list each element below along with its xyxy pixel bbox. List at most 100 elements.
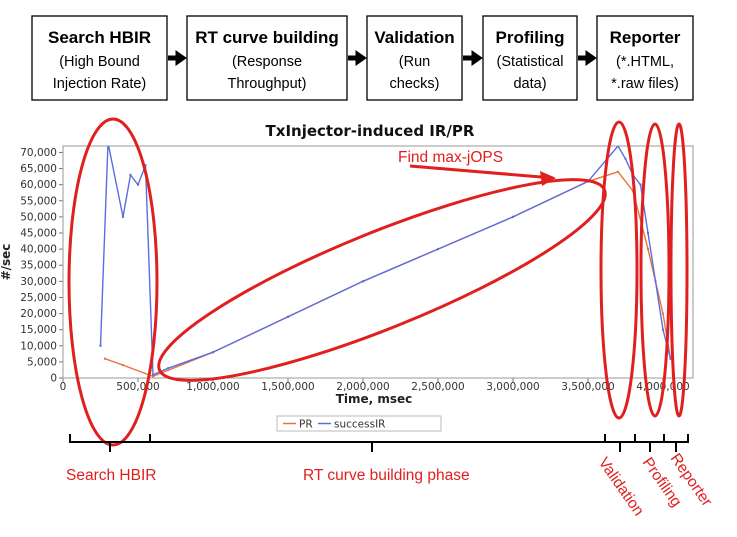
x-tick-label: 3,000,000 [486,381,539,393]
y-tick-label: 55,000 [20,195,57,207]
data-point [654,280,657,283]
series-line-successir [99,146,672,376]
search-hbir-ellipse [67,117,159,447]
y-tick-label: 30,000 [20,276,57,288]
y-tick-label: 45,000 [20,228,57,240]
y-tick-label: 20,000 [20,308,57,320]
phase-subtitle: data) [513,76,546,92]
timeline-brace [605,434,636,452]
y-tick-label: 70,000 [20,147,57,159]
arrow-icon [168,50,187,66]
phase-title: Search HBIR [48,28,151,47]
data-point [616,170,620,173]
plot-frame [62,145,694,379]
x-tick-label: 1,000,000 [186,381,239,393]
phase-subtitle: (High Bound [59,54,140,70]
data-point [99,344,102,347]
x-tick-label: 3,500,000 [561,381,614,393]
x-tick-label: 0 [60,381,67,393]
data-point [211,351,215,354]
data-point [646,231,650,235]
data-point [436,247,440,251]
phase-subtitle: (Run [399,54,430,70]
timeline-label-search-hbir: Search HBIR [66,467,156,484]
chart: TxInjector-induced IR/PR 0 5,000 10,000 15,… [0,122,694,432]
data-point [624,157,627,161]
timeline-label-rt-curve: RT curve building phase [303,467,470,484]
phase-subtitle: (Response [232,54,302,70]
series-layer [99,142,672,378]
flow-arrows [168,50,597,66]
phase-subtitle: (Statistical [497,54,564,70]
phase-title: Validation [374,28,454,47]
phase-subtitle: Throughput) [228,76,307,92]
arrow-icon [348,50,367,66]
phase-title: Reporter [610,28,681,47]
phase-box-validation: Validation (Run checks) [366,15,463,101]
y-tick-label: 50,000 [20,211,57,223]
legend-box [276,415,442,432]
validation-ellipse [599,120,639,420]
data-point [103,357,107,360]
data-point [661,328,665,331]
x-tick-label: 500,000 [116,381,159,393]
data-point [361,280,365,283]
timeline-brace [69,434,151,452]
data-point [136,183,140,186]
data-point [129,173,132,177]
phase-title: Profiling [496,28,565,47]
y-axis-ticks: 0 5,000 10,000 15,000 20,000 25,000 30,000 35,0… [20,147,63,385]
series-line-pr [104,170,672,378]
phase-subtitle: *.raw files) [611,76,679,92]
phase-box-profiling: Profiling (Statistical data) [482,15,578,101]
legend: PR successIR [276,415,442,432]
data-point [166,367,170,370]
profiling-ellipse [639,122,671,418]
phase-subtitle: checks) [390,76,440,92]
phase-box-search-hbir: Search HBIR (High Bound Injection Rate) [31,15,168,101]
y-tick-label: 35,000 [20,260,57,272]
timeline [69,434,689,452]
data-point [646,247,650,251]
y-tick-label: 40,000 [20,244,57,256]
peak-arrow-line [409,164,554,180]
y-tick-label: 25,000 [20,292,57,304]
x-tick-label: 2,000,000 [336,381,389,393]
phase-subtitle: Injection Rate) [53,76,147,92]
timeline-brace [150,434,606,452]
data-point [151,373,155,376]
phase-box-reporter: Reporter (*.HTML, *.raw files) [596,15,694,101]
x-tick-label: 2,500,000 [411,381,464,393]
y-axis-label: #/sec [0,244,13,281]
y-tick-label: 60,000 [20,179,57,191]
peak-annotation-label: Find max-jOPS [398,149,503,166]
timeline-brace [635,434,665,452]
phase-box-rt-curve: RT curve building (Response Throughput) [186,15,348,101]
legend-label: successIR [334,419,385,431]
y-tick-label: 15,000 [20,324,57,336]
annotations [67,117,689,447]
arrow-icon [578,50,597,66]
x-axis-ticks: 0 500,000 1,000,000 1,500,000 2,000,000 2,500… [60,378,690,393]
data-point [669,357,672,360]
chart-title: TxInjector-induced IR/PR [266,122,475,140]
data-point [511,215,515,219]
phase-subtitle: (*.HTML, [616,54,674,70]
y-tick-label: 10,000 [20,340,57,352]
reporter-ellipse [669,122,689,418]
rt-curve-ellipse [157,178,607,382]
y-tick-label: 65,000 [20,163,57,175]
data-point [286,315,290,318]
data-point [639,183,642,186]
data-point [107,142,109,144]
data-point [121,215,125,219]
legend-label: PR [299,419,313,431]
y-tick-label: 5,000 [27,356,57,368]
x-axis-label: Time, msec [336,392,413,406]
arrow-icon [540,171,556,186]
data-point [616,146,620,148]
phase-title: RT curve building [195,28,339,47]
x-tick-label: 1,500,000 [261,381,314,393]
data-point [121,363,125,367]
